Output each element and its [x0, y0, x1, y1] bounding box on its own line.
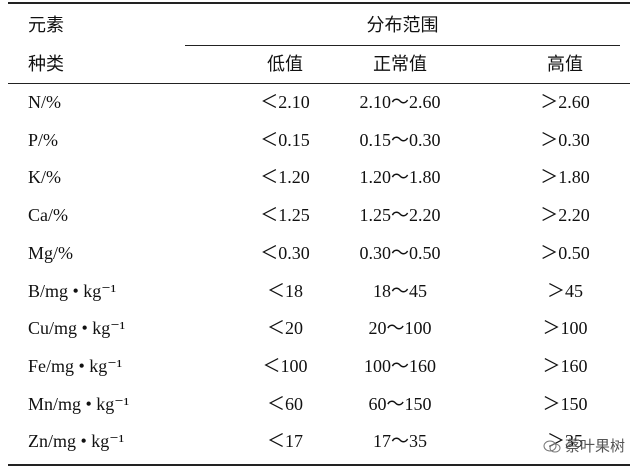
table-cell: 0.30～0.50 — [359, 242, 441, 263]
table-cell: ＜2.10 — [260, 92, 310, 112]
watermark-text: 蔡叶果树 — [564, 437, 625, 455]
header-cell: 正常值 — [373, 54, 427, 74]
bottom-rule — [8, 464, 630, 466]
table-cell: ＜18 — [267, 280, 303, 301]
row-label: P/% — [28, 129, 59, 150]
header-rule — [8, 83, 630, 84]
row-label: Zn/mg • kg⁻¹ — [28, 431, 125, 452]
table-cell: ＜60 — [267, 393, 303, 414]
table-cell: 2.10～2.60 — [359, 92, 441, 112]
row-label: B/mg • kg⁻¹ — [28, 280, 117, 301]
table-cell: 0.15～0.30 — [359, 129, 441, 150]
table-cell: ＜0.15 — [260, 129, 310, 150]
table-cell: 20～100 — [368, 318, 432, 339]
watermark: 蔡叶果树 — [543, 435, 625, 456]
row-label: Ca/% — [28, 205, 68, 226]
header-cell: 种类 — [28, 54, 64, 74]
header-cell: 元素 — [28, 15, 64, 35]
table-cell: 17～35 — [373, 431, 427, 452]
row-label: Mn/mg • kg⁻¹ — [28, 393, 130, 414]
header-cell: 高值 — [547, 54, 583, 74]
table-cell: ＞2.60 — [540, 92, 590, 112]
row-label: Mg/% — [28, 242, 73, 263]
header-cell: 低值 — [267, 54, 303, 74]
table-cell: ＞2.20 — [540, 205, 590, 226]
table-cell: ＞100 — [542, 318, 588, 339]
table-cell: ＞0.30 — [540, 129, 590, 150]
table-cell: ＞160 — [542, 355, 588, 376]
top-rule — [8, 2, 630, 4]
table-cell: 1.20～1.80 — [359, 167, 441, 188]
table-cell: ＜1.20 — [260, 167, 310, 188]
row-label: Cu/mg • kg⁻¹ — [28, 318, 126, 339]
table-cell: 18～45 — [373, 280, 427, 301]
row-label: Fe/mg • kg⁻¹ — [28, 355, 123, 376]
table-cell: 1.25～2.20 — [359, 205, 441, 226]
table-cell: ＞45 — [547, 280, 583, 301]
table-cell: ＜0.30 — [260, 242, 310, 263]
span-rule — [185, 45, 620, 46]
watermark-icon — [543, 440, 561, 452]
table-cell: ＜100 — [262, 355, 308, 376]
table-cell: ＞0.50 — [540, 242, 590, 263]
header-cell: 分布范围 — [366, 15, 439, 35]
table-cell: ＞150 — [542, 393, 588, 414]
row-label: N/% — [28, 92, 61, 112]
table-cell: 60～150 — [368, 393, 432, 414]
table-cell: 100～160 — [364, 355, 436, 376]
table-cell: ＜17 — [267, 431, 303, 452]
table-cell: ＞1.80 — [540, 167, 590, 188]
row-label: K/% — [28, 167, 61, 188]
table-cell: ＜20 — [267, 318, 303, 339]
table-cell: ＜1.25 — [260, 205, 310, 226]
